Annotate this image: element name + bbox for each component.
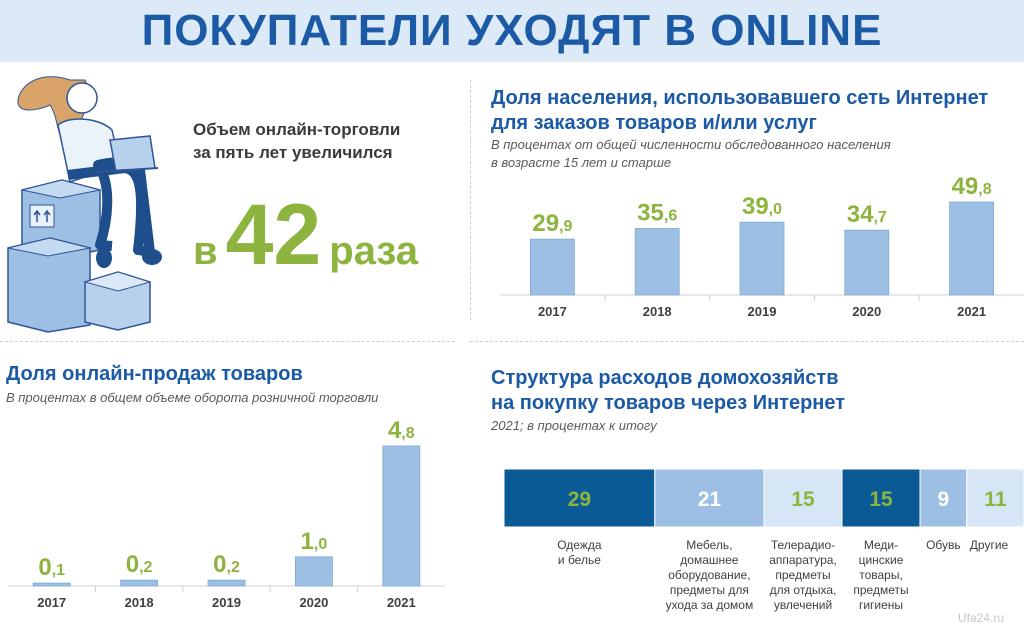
chart1-value-label: 35,6	[637, 200, 677, 227]
title-banner: ПОКУПАТЕЛИ УХОДЯТ В ONLINE	[0, 0, 1024, 62]
chart3-segment-value: 11	[984, 488, 1007, 511]
chart2-x-tick-label: 2018	[125, 595, 154, 610]
chart1-value-label: 29,9	[532, 210, 572, 237]
chart2-title-line1: Доля онлайн-продаж товаров	[6, 363, 303, 385]
growth-caption: Объем онлайн-торговли за пять лет увелич…	[193, 118, 400, 164]
chart3-segment-value: 15	[791, 488, 815, 511]
chart2-value-label: 0,1	[38, 554, 65, 581]
shoe-left-icon	[96, 248, 112, 268]
growth-caption-line2: за пять лет увеличился	[193, 143, 393, 162]
chart1-bar	[530, 238, 575, 296]
growth-prefix: в	[193, 229, 218, 273]
chart1-bar	[634, 228, 680, 296]
chart3-category-label: Мебель, домашнее оборудование, предметы для…	[665, 538, 754, 612]
chart3-category-label: Обувь	[926, 538, 961, 552]
chart3-title: Структура расходов домохозяйств на покуп…	[491, 366, 845, 416]
chart1-title-line1: Доля населения, использовавшего сеть Инт…	[491, 87, 989, 109]
chart2-x-tick-label: 2021	[387, 595, 416, 610]
chart2-x-tick-label: 2017	[37, 595, 66, 610]
chart1-title-line2: для заказов товаров и/или услуг	[491, 112, 817, 134]
chart3-segment	[763, 468, 843, 528]
chart2-title: Доля онлайн-продаж товаров	[6, 362, 303, 387]
chart3-category-label: Телерадио-аппаратура, предметы для отдыха…	[769, 538, 837, 612]
chart1-x-tick-label: 2021	[957, 304, 986, 319]
growth-value: 42	[225, 187, 322, 283]
chart1-bar	[844, 229, 890, 296]
divider-horizontal-right	[470, 341, 1024, 342]
chart1-value-label: 34,7	[847, 201, 887, 228]
chart3-subtitle-line1: 2021; в процентах к итогу	[491, 418, 657, 433]
chart2-value-label: 4,8	[388, 417, 415, 444]
divider-horizontal-left	[0, 341, 455, 342]
chart3-segment-value: 15	[869, 488, 893, 511]
chart3-segment-value: 29	[568, 488, 591, 511]
chart1-value-label: 39,0	[742, 193, 782, 220]
chart2-bar	[294, 556, 333, 587]
chart3-category-label: Меди-цинские товары, предметы гигиены	[853, 538, 909, 612]
chart1-subtitle-line1: В процентах от общей численности обследо…	[491, 137, 891, 152]
divider-vertical	[470, 80, 471, 320]
chart1-x-tick-label: 2019	[748, 304, 777, 319]
chart1-bar	[949, 201, 994, 296]
chart2-value-label: 0,2	[126, 551, 153, 578]
chart1-bar	[739, 221, 785, 296]
chart2-value-label: 1,0	[301, 528, 328, 555]
chart1-title: Доля населения, использовавшего сеть Инт…	[491, 86, 988, 136]
chart3-segment	[841, 468, 921, 528]
chart3-subtitle: 2021; в процентах к итогу	[491, 417, 657, 435]
growth-caption-line1: Объем онлайн-торговли	[193, 120, 401, 139]
shoe-right-icon	[142, 249, 162, 265]
chart2-bar	[120, 579, 158, 587]
chart2-bar	[207, 579, 246, 587]
growth-suffix: раза	[329, 229, 419, 273]
chart3-segment	[919, 468, 968, 528]
chart2-subtitle: В процентах в общем объеме оборота розни…	[6, 389, 378, 407]
chart1-x-tick-label: 2018	[643, 304, 672, 319]
chart1-subtitle-line2: в возрасте 15 лет и старше	[491, 155, 672, 170]
chart3-segment-value: 21	[698, 488, 722, 511]
chart3-title-line2: на покупку товаров через Интернет	[491, 392, 846, 414]
chart3-segment-value: 9	[938, 488, 950, 511]
chart3-title-line1: Структура расходов домохозяйств	[491, 367, 839, 389]
chart2-bar	[32, 582, 71, 587]
box-arrow-label-icon	[29, 204, 55, 228]
chart3-segment	[966, 468, 1024, 528]
chart1-value-label: 49,8	[952, 173, 992, 200]
chart2-value-label: 0,2	[213, 551, 240, 578]
chart1-x-tick-label: 2017	[538, 304, 567, 319]
chart1-x-tick-label: 2020	[852, 304, 881, 319]
chart3-segment	[503, 468, 656, 528]
chart3-segment	[654, 468, 765, 528]
watermark: Ufa24.ru	[958, 611, 1005, 625]
chart2-x-tick-label: 2019	[212, 595, 241, 610]
chart2-subtitle-line1: В процентах в общем объеме оборота розни…	[6, 390, 379, 405]
chart3-category-label: Другие	[969, 538, 1009, 552]
chart3-category-label: Одежда и белье	[557, 538, 602, 567]
chart2-x-tick-label: 2020	[299, 595, 328, 610]
growth-figure: в42 раза	[193, 186, 418, 285]
chart1-subtitle: В процентах от общей численности обследо…	[491, 136, 891, 172]
page-title: ПОКУПАТЕЛИ УХОДЯТ В ONLINE	[141, 6, 883, 55]
chart2-bar	[382, 445, 421, 587]
